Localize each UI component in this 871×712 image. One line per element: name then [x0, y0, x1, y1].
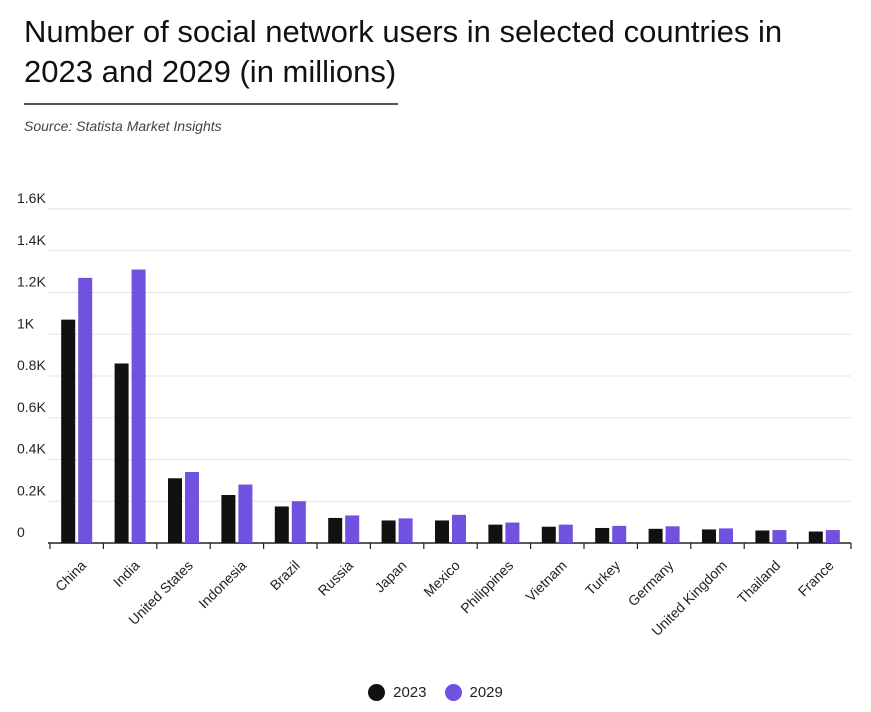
- bar-2029-india: [131, 269, 146, 543]
- bar-2023-indonesia: [221, 494, 236, 543]
- x-tick-label: Russia: [315, 557, 357, 599]
- legend-swatch-2023: [368, 684, 386, 701]
- x-tick-label: China: [52, 557, 89, 594]
- y-tick-label: 0.8K: [17, 357, 46, 373]
- bar-2023-turkey: [595, 527, 610, 543]
- x-tick-label: Turkey: [582, 557, 623, 598]
- bar-2029-germany: [665, 526, 680, 543]
- x-tick-label: India: [110, 557, 143, 590]
- bar-2023-philippines: [488, 524, 503, 543]
- chart-legend: 2023 2029: [0, 684, 871, 701]
- y-tick-label: 1.6K: [17, 190, 46, 206]
- bar-2023-japan: [381, 520, 396, 543]
- bar-2029-japan: [398, 518, 413, 543]
- bar-2029-mexico: [452, 514, 466, 543]
- y-tick-label: 1K: [17, 315, 35, 331]
- bar-2029-france: [825, 530, 840, 543]
- x-tick-label: Mexico: [420, 557, 463, 600]
- bar-2023-china: [61, 319, 76, 543]
- y-tick-label: 1.2K: [17, 274, 46, 290]
- x-tick-label: France: [795, 557, 837, 599]
- x-tick-label: Thailand: [734, 557, 783, 606]
- y-tick-label: 1.4K: [17, 232, 46, 248]
- bar-2029-indonesia: [238, 484, 253, 543]
- x-tick-label: Germany: [625, 557, 677, 609]
- bar-2029-turkey: [612, 525, 627, 543]
- bar-2023-brazil: [274, 506, 289, 543]
- bar-2023-united-kingdom: [702, 529, 716, 543]
- bar-2029-russia: [345, 515, 360, 543]
- legend-item-2023[interactable]: 2023: [368, 684, 427, 701]
- bar-2029-united-states: [185, 472, 199, 543]
- bar-2023-russia: [328, 517, 343, 543]
- legend-label-2029: 2029: [469, 684, 503, 701]
- bar-2029-brazil: [291, 501, 306, 543]
- bar-2023-india: [114, 363, 129, 543]
- bar-2023-germany: [648, 528, 663, 543]
- legend-swatch-2029: [444, 684, 462, 701]
- bar-2029-philippines: [505, 522, 520, 543]
- y-tick-label: 0.6K: [17, 399, 46, 415]
- bar-2029-thailand: [772, 530, 787, 543]
- bar-2023-thailand: [755, 530, 770, 543]
- x-tick-label: Vietnam: [522, 557, 569, 604]
- y-tick-label: 0: [17, 524, 25, 540]
- bar-2023-france: [808, 531, 823, 543]
- x-tick-label: Brazil: [267, 557, 303, 593]
- y-tick-label: 0.4K: [17, 441, 46, 457]
- bar-2029-united-kingdom: [719, 528, 733, 543]
- x-tick-label: Philippines: [457, 557, 516, 616]
- bar-2029-vietnam: [558, 524, 573, 543]
- bar-2029-china: [78, 277, 93, 543]
- x-tick-label: Indonesia: [195, 557, 249, 611]
- legend-label-2023: 2023: [393, 684, 427, 701]
- bar-2023-united-states: [168, 478, 182, 543]
- legend-item-2029[interactable]: 2029: [444, 684, 503, 701]
- chart-title: Number of social network users in select…: [24, 14, 783, 89]
- bar-2023-mexico: [435, 520, 449, 543]
- bar-2023-vietnam: [541, 526, 556, 543]
- y-tick-label: 0.2K: [17, 482, 46, 498]
- title-divider: [24, 103, 398, 105]
- x-tick-label: Japan: [371, 557, 409, 595]
- source-note: Source: Statista Market Insights: [24, 118, 222, 134]
